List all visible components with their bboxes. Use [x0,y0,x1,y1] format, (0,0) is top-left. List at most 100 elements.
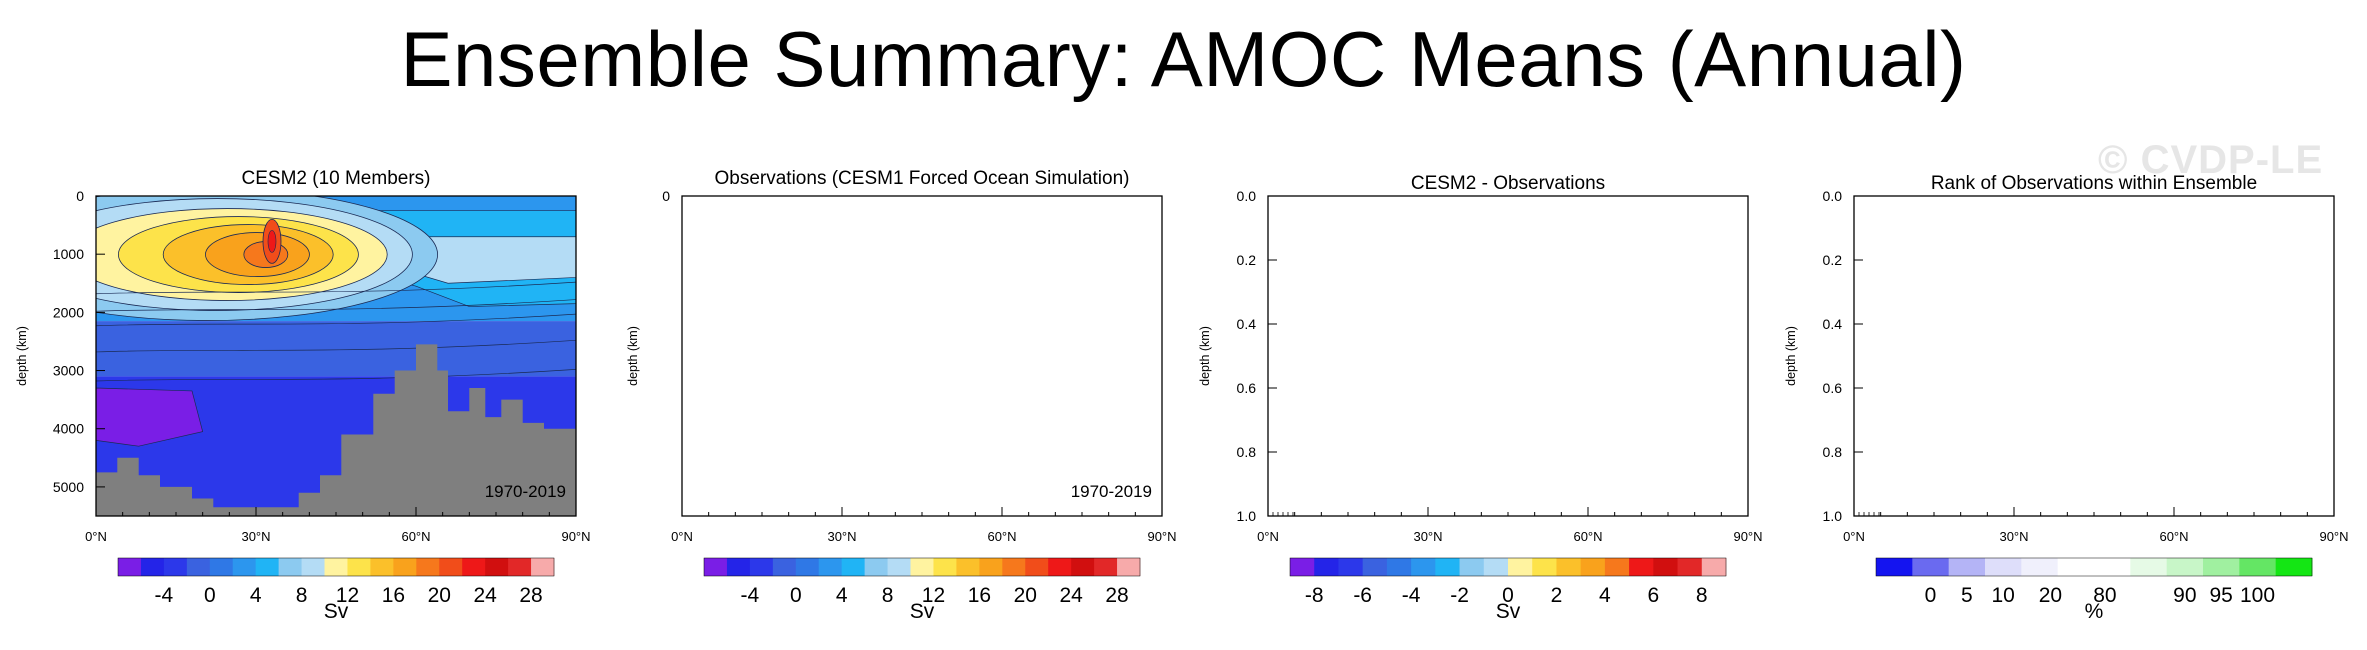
x-tick-label: 0°N [1257,529,1279,544]
colorbar-label: 28 [1105,584,1128,607]
panel-cesm2: CESM2 (10 Members) depth (km) 0 1000 2000 3… [15,168,591,623]
colorbar-box [2094,558,2131,576]
colorbar-box [1629,558,1654,576]
colorbar-cesm2: -4 0 4 8 12 16 20 24 28 [117,557,555,607]
colorbar-box [1948,558,1986,576]
panel-observations: Observations (CESM1 Forced Ocean Simulat… [626,168,1177,623]
panel-title-obs: Observations (CESM1 Forced Ocean Simulat… [715,168,1130,189]
colorbar-label: -8 [1305,584,1324,607]
colorbar-box [2275,558,2313,576]
colorbar-diff: -8 -6 -4 -2 0 2 4 6 8 [1289,557,1727,607]
colorbar-label: 8 [882,584,894,607]
cvdp-watermark: © CVDP-LE [2098,138,2324,182]
plot-frame-obs [681,195,1163,517]
colorbar-label: 0 [790,584,802,607]
colorbar-box [818,558,843,576]
colorbar-label: 0 [1502,584,1514,607]
colorbar-box [1580,558,1606,576]
y-tick-label: 0.0 [1237,188,1257,204]
y-tick-label: 0.6 [1823,380,1843,396]
colorbar-label: 8 [296,584,308,607]
x-tick-label: 30°N [1999,529,2028,544]
colorbar-label: 4 [250,584,262,607]
colorbar-label: -4 [1402,584,1421,607]
colorbar-box [2239,558,2277,576]
y-tick-label: 0.4 [1823,316,1843,332]
colorbar-box [1048,558,1072,576]
period-label-obs: 1970-2019 [1071,482,1152,501]
colorbar-box [795,558,820,576]
colorbar-box [1025,558,1049,576]
colorbar-box [910,558,934,576]
x-tick-label: 0°N [85,529,107,544]
colorbar-box [1912,558,1950,576]
panel-title-cesm2: CESM2 (10 Members) [242,168,431,189]
colorbar-box [1094,558,1118,576]
colorbar-box [301,558,325,576]
colorbar-box [2057,558,2095,576]
colorbar-label: 24 [473,584,497,607]
colorbar-rank: 0 5 10 20 80 90 95 100 [1875,557,2313,607]
colorbar-box [1071,558,1095,576]
colorbar-box [841,558,866,576]
x-tick-label: 60°N [1573,529,1602,544]
colorbar-label: 16 [382,584,405,607]
colorbar-box [462,558,486,576]
colorbar-label: 20 [2039,584,2062,607]
colorbar-label: -2 [1450,584,1469,607]
colorbar-box [485,558,509,576]
panel-title-rank: Rank of Observations within Ensemble [1931,173,2257,194]
band-deep-transition [96,321,576,377]
y-tick-label: 0.4 [1237,316,1257,332]
y-axis-label-rank: depth (km) [1784,326,1798,386]
x-tick-label: 90°N [2319,529,2348,544]
y-tick-label: 0.2 [1823,252,1843,268]
colorbar-units-obs: Sv [910,600,935,623]
depth-contour [96,299,576,312]
colorbar-label: 6 [1647,584,1659,607]
colorbar-units-rank: % [2085,600,2104,623]
colorbar-box [1117,558,1141,576]
colorbar-box [1532,558,1557,576]
period-label-cesm2: 1970-2019 [485,482,566,501]
colorbar-outline [1875,557,2313,577]
x-tick-label: 30°N [827,529,856,544]
plot-frame-rank [1853,195,2335,517]
colorbar-box [347,558,371,576]
colorbar-outline [117,557,555,577]
colorbar-box [887,558,911,576]
colorbar-box [163,558,188,576]
colorbar-label: 28 [519,584,542,607]
colorbar-box [531,558,555,576]
x-tick-label: 90°N [1147,529,1176,544]
colorbar-box [1338,558,1364,576]
colorbar-label: 4 [836,584,848,607]
colorbar-box [508,558,532,576]
colorbar-label: -4 [155,584,174,607]
colorbar-label: 12 [336,584,359,607]
panel-title-diff: CESM2 - Observations [1411,173,1605,194]
colorbar-label: 2 [1551,584,1563,607]
colorbar-label: 80 [2093,584,2116,607]
colorbar-box [933,558,957,576]
y-axis-label-diff: depth (km) [1198,326,1212,386]
x-tick-label: 60°N [987,529,1016,544]
colorbar-label: 8 [1696,584,1708,607]
colorbar-box [1604,558,1630,576]
colorbar-box [2166,558,2204,576]
colorbar-label: 0 [1925,584,1937,607]
colorbar-label: 95 [2209,584,2232,607]
colorbar-box [1386,558,1412,576]
colorbar-box [324,558,348,576]
colorbar-box [2130,558,2168,576]
colorbar-label: 100 [2240,584,2275,607]
colorbar-label: 20 [1014,584,1037,607]
colorbar-box [979,558,1003,576]
y-tick-label: 1.0 [1823,508,1843,524]
colorbar-units-cesm2: Sv [324,600,349,623]
y-tick-label: 0.8 [1237,444,1257,460]
y-tick-label: 0.6 [1237,380,1257,396]
x-tick-label: 30°N [241,529,270,544]
colorbar-label: 5 [1961,584,1973,607]
